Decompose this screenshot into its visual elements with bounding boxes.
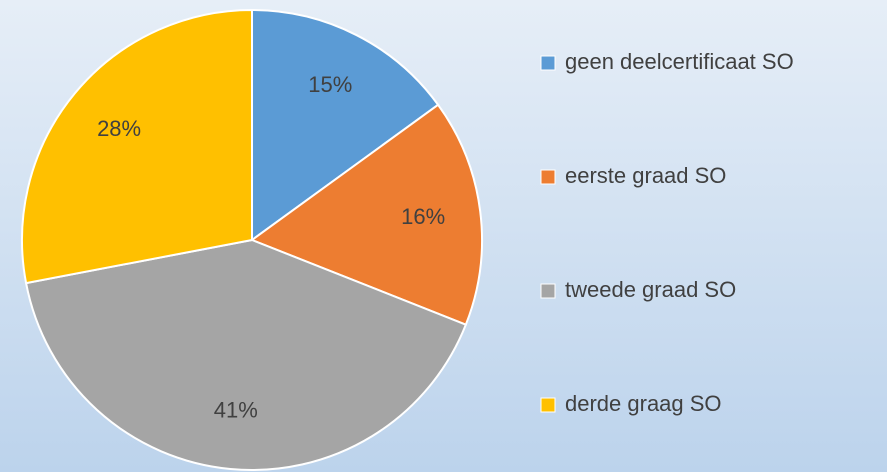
legend-swatch — [540, 283, 556, 299]
data-label: 16% — [401, 204, 445, 229]
pie-slice — [24, 238, 468, 471]
data-label: 15% — [308, 72, 352, 97]
legend-label: derde graag SO — [565, 391, 722, 416]
pie-slice — [249, 103, 483, 326]
legend-swatch — [540, 55, 556, 71]
data-label: 41% — [214, 398, 258, 423]
pie-slice — [251, 8, 440, 242]
data-label: 28% — [97, 116, 141, 141]
legend-swatch — [540, 169, 556, 185]
legend-label: eerste graad SO — [565, 163, 726, 188]
legend-label: tweede graad SO — [565, 277, 736, 302]
legend-swatch — [540, 397, 556, 413]
pie-slice — [21, 8, 253, 285]
legend-label: geen deelcertificaat SO — [565, 49, 794, 74]
